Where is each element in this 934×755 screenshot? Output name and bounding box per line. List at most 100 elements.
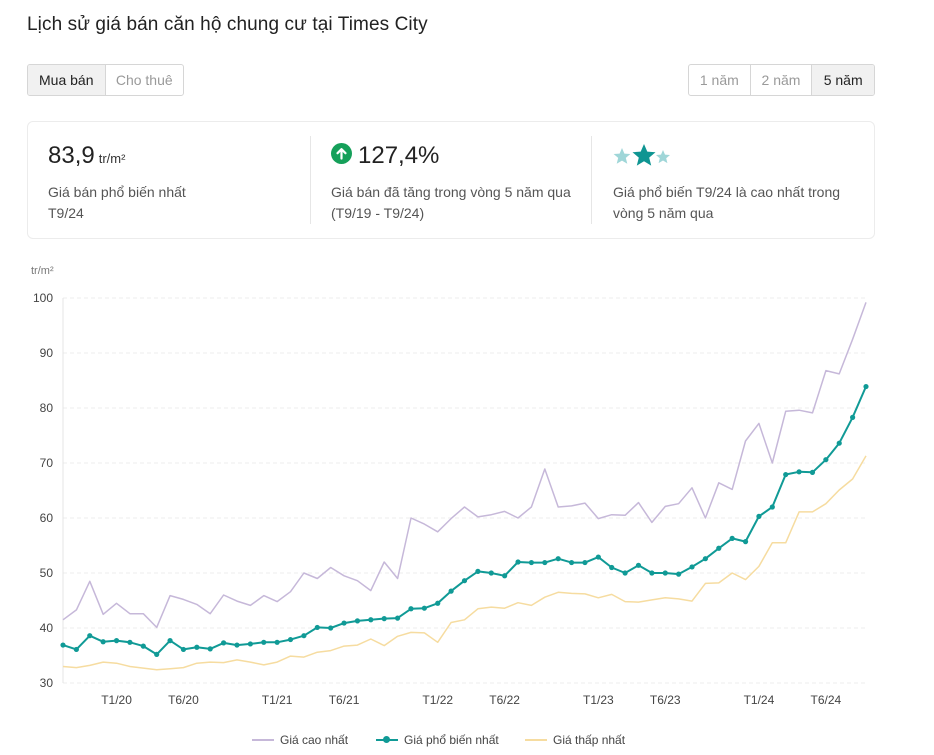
data-point[interactable] bbox=[475, 568, 481, 574]
data-point[interactable] bbox=[421, 605, 427, 611]
y-tick-label: 60 bbox=[40, 511, 54, 525]
series-line-0 bbox=[62, 302, 867, 629]
data-point[interactable] bbox=[394, 615, 401, 621]
y-tick-label: 70 bbox=[40, 456, 54, 470]
data-point[interactable] bbox=[301, 633, 307, 639]
data-point[interactable] bbox=[662, 570, 668, 576]
common-price-desc: Giá bán phổ biến nhất T9/24 bbox=[48, 184, 186, 221]
data-point[interactable] bbox=[381, 616, 387, 622]
data-point[interactable] bbox=[502, 573, 508, 579]
data-point[interactable] bbox=[729, 535, 735, 541]
star-large-center-icon bbox=[632, 144, 656, 166]
data-point[interactable] bbox=[154, 651, 160, 657]
data-point[interactable] bbox=[314, 624, 320, 631]
legend-label-min: Giá thấp nhất bbox=[553, 733, 626, 747]
data-point[interactable] bbox=[716, 545, 722, 551]
star-small-right-icon bbox=[656, 150, 670, 164]
growth-desc: Giá bán đã tăng trong vòng 5 năm qua (T9… bbox=[331, 184, 571, 221]
data-point[interactable] bbox=[234, 642, 240, 648]
data-point[interactable] bbox=[341, 620, 347, 626]
data-point[interactable] bbox=[836, 440, 842, 446]
data-point[interactable] bbox=[100, 639, 106, 645]
data-point[interactable] bbox=[435, 600, 441, 606]
common-price-unit: tr/m² bbox=[98, 151, 126, 166]
data-point[interactable] bbox=[756, 513, 762, 519]
stat-rank: Giá phổ biến T9/24 là cao nhất trong vòn… bbox=[613, 122, 873, 238]
data-point[interactable] bbox=[783, 471, 789, 478]
x-tick-label: T6/22 bbox=[489, 693, 520, 707]
data-point[interactable] bbox=[448, 588, 454, 594]
data-point[interactable] bbox=[180, 646, 187, 653]
data-point[interactable] bbox=[555, 556, 561, 562]
legend-label-common: Giá phổ biến nhất bbox=[404, 733, 499, 747]
data-point[interactable] bbox=[247, 641, 253, 647]
data-point[interactable] bbox=[354, 618, 361, 624]
x-tick-label: T1/23 bbox=[583, 693, 614, 707]
transaction-type-toggle: Mua bán Cho thuê bbox=[27, 64, 184, 96]
data-point[interactable] bbox=[207, 646, 213, 652]
y-tick-label: 90 bbox=[40, 346, 54, 360]
data-point[interactable] bbox=[568, 559, 575, 566]
x-tick-label: T1/22 bbox=[422, 693, 453, 707]
x-tick-label: T1/24 bbox=[744, 693, 775, 707]
data-point[interactable] bbox=[221, 640, 227, 646]
data-point[interactable] bbox=[368, 617, 374, 623]
rank-desc: Giá phổ biến T9/24 là cao nhất trong vòn… bbox=[613, 184, 841, 221]
data-point[interactable] bbox=[194, 644, 200, 650]
data-point[interactable] bbox=[60, 642, 66, 648]
growth-value: 127,4% bbox=[358, 142, 440, 169]
data-point[interactable] bbox=[515, 559, 521, 565]
data-point[interactable] bbox=[287, 636, 294, 643]
y-tick-label: 100 bbox=[33, 291, 53, 305]
tab-cho-thue[interactable]: Cho thuê bbox=[115, 72, 173, 88]
data-point[interactable] bbox=[796, 469, 802, 475]
data-point[interactable] bbox=[622, 570, 628, 576]
data-point[interactable] bbox=[702, 556, 709, 562]
data-point[interactable] bbox=[542, 559, 548, 566]
x-tick-label: T6/24 bbox=[811, 693, 842, 707]
data-point[interactable] bbox=[261, 639, 267, 645]
stars-icon bbox=[613, 143, 675, 174]
series-line-1 bbox=[62, 386, 867, 656]
data-point[interactable] bbox=[328, 625, 334, 631]
data-point[interactable] bbox=[595, 554, 601, 560]
data-point[interactable] bbox=[635, 562, 642, 568]
data-point[interactable] bbox=[113, 638, 120, 644]
data-point[interactable] bbox=[528, 559, 535, 566]
data-point[interactable] bbox=[823, 457, 829, 463]
tab-mua-ban[interactable]: Mua bán bbox=[28, 65, 106, 95]
divider bbox=[591, 136, 592, 224]
y-tick-label: 80 bbox=[40, 401, 54, 415]
data-point[interactable] bbox=[689, 564, 695, 570]
data-point[interactable] bbox=[676, 571, 682, 577]
data-point[interactable] bbox=[742, 539, 749, 545]
range-2-years[interactable]: 2 năm bbox=[751, 65, 813, 95]
data-point[interactable] bbox=[769, 504, 775, 510]
data-point[interactable] bbox=[127, 639, 133, 645]
data-point[interactable] bbox=[408, 606, 414, 612]
arrow-up-circle-icon bbox=[331, 143, 352, 164]
time-range-toggle: 1 năm 2 năm 5 năm bbox=[688, 64, 875, 96]
data-point[interactable] bbox=[609, 564, 615, 571]
data-point[interactable] bbox=[582, 559, 588, 566]
data-point[interactable] bbox=[850, 414, 856, 420]
data-point[interactable] bbox=[863, 383, 869, 390]
data-point[interactable] bbox=[488, 570, 494, 576]
price-history-chart: tr/m² 30 40 50 60 70 80 90 100 T1/20 T6/20 T1/21 T6/… bbox=[0, 255, 934, 755]
data-point[interactable] bbox=[87, 633, 93, 639]
data-point[interactable] bbox=[167, 638, 173, 644]
data-point[interactable] bbox=[461, 578, 468, 584]
range-5-years[interactable]: 5 năm bbox=[812, 65, 874, 95]
data-point[interactable] bbox=[809, 469, 816, 475]
data-point[interactable] bbox=[649, 570, 655, 576]
legend-item-max[interactable]: Giá cao nhất bbox=[252, 733, 348, 747]
data-point[interactable] bbox=[140, 643, 146, 649]
page-title: Lịch sử giá bán căn hộ chung cư tại Time… bbox=[27, 14, 428, 35]
legend-item-common[interactable]: Giá phổ biến nhất bbox=[376, 733, 499, 747]
range-1-year[interactable]: 1 năm bbox=[689, 65, 751, 95]
data-point[interactable] bbox=[73, 646, 79, 653]
data-point[interactable] bbox=[274, 639, 280, 645]
series-line-2 bbox=[62, 455, 867, 671]
legend-item-min[interactable]: Giá thấp nhất bbox=[525, 733, 625, 747]
chart-legend: Giá cao nhất Giá phổ biến nhất Giá thấp … bbox=[0, 733, 934, 751]
